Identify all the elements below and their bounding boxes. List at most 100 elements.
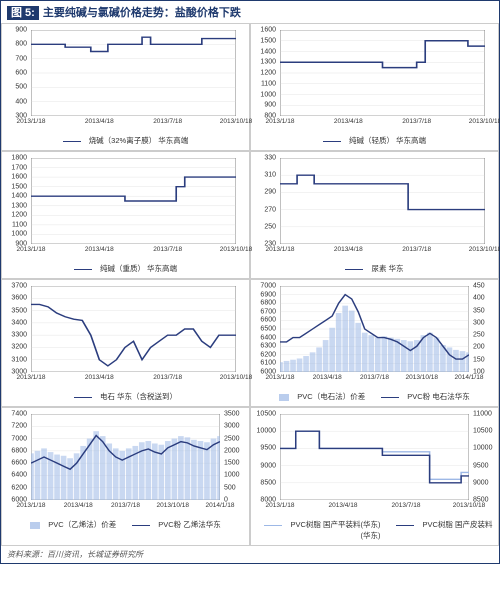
x-tick: 2014/1/18 [206,502,235,509]
y-tick: 6600 [11,460,27,467]
x-tick: 2013/10/18 [220,374,253,381]
y-tick: 270 [264,206,276,213]
chart-panel-6: 6000620064006600680070007200740005001000… [1,407,250,546]
y-tick: 6800 [11,447,27,454]
y2-tick: 2500 [224,435,240,442]
legend-label: 烧碱（32%离子膜） 华东高端 [89,136,189,145]
x-tick: 2013/7/18 [111,502,140,509]
y2-tick: 11000 [473,411,492,418]
y-tick: 1000 [260,91,276,98]
x-tick: 2013/4/18 [329,502,358,509]
x-tick: 2013/7/18 [153,246,182,253]
legend-label: PVC（乙烯法）价差 [48,520,116,529]
chart-panel-3: 2302502702903103302013/1/182013/4/182013… [250,151,499,279]
legend-label: 纯碱（重质） 华东高端 [100,264,177,273]
y-tick: 1600 [11,174,27,181]
legend: 纯碱（重质） 华东高端 [3,262,248,277]
y-tick: 9500 [260,445,276,452]
y-tick: 290 [264,189,276,196]
source-note: 资料来源：百川资讯，长城证券研究所 [1,546,499,563]
y-tick: 6900 [260,291,276,298]
y-tick: 1800 [11,155,27,162]
x-tick: 2013/1/18 [17,374,46,381]
x-tick: 2013/10/18 [220,118,253,125]
x-tick: 2013/4/18 [334,118,363,125]
figure-title-bar: 图 5:主要纯碱与氯碱价格走势：盐酸价格下跌 [1,1,499,23]
y-tick: 3300 [11,332,27,339]
x-tick: 2013/4/18 [313,374,342,381]
legend: PVC（乙烯法）价差PVC粉 乙烯法华东 [3,518,248,533]
y2-tick: 200 [473,344,485,351]
y-tick: 10500 [257,411,276,418]
y-tick: 1000 [11,231,27,238]
y-tick: 3600 [11,295,27,302]
y-tick: 3200 [11,344,27,351]
y-tick: 1400 [260,48,276,55]
y2-tick: 10000 [473,445,492,452]
y-tick: 7000 [11,435,27,442]
x-tick: 2014/1/18 [455,374,484,381]
x-tick: 2013/10/18 [469,246,500,253]
chart-panel-2: 9001000110012001300140015001600170018002… [1,151,250,279]
legend: 烧碱（32%离子膜） 华东高端 [3,134,248,149]
y-tick: 10000 [257,428,276,435]
legend-label: 尿素 华东 [371,264,403,273]
y-tick: 1200 [260,70,276,77]
y2-tick: 450 [473,283,485,290]
y-tick: 6200 [260,351,276,358]
y-tick: 6800 [260,300,276,307]
y2-tick: 9000 [473,479,489,486]
x-tick: 2013/7/18 [153,118,182,125]
y2-tick: 10500 [473,428,492,435]
legend-label: PVC（电石法）价差 [297,392,365,401]
x-tick: 2013/1/18 [17,502,46,509]
x-tick: 2013/1/18 [266,118,295,125]
y-tick: 1500 [260,37,276,44]
x-tick: 2013/10/18 [469,118,500,125]
y-tick: 6400 [11,472,27,479]
figure-number: 图 5: [7,6,39,20]
y-tick: 6600 [260,317,276,324]
chart-panel-4: 300031003200330034003500360037002013/1/1… [1,279,250,407]
x-tick: 2013/7/18 [402,246,431,253]
chart-panel-0: 3004005006007008009002013/1/182013/4/182… [1,23,250,151]
y-tick: 1100 [261,80,276,87]
x-tick: 2013/7/18 [392,502,421,509]
y-tick: 1300 [260,59,276,66]
y-tick: 1300 [11,202,27,209]
x-tick: 2013/4/18 [64,502,93,509]
y2-tick: 350 [473,307,485,314]
y-tick: 8500 [260,479,276,486]
y2-tick: 3500 [224,411,240,418]
y-tick: 600 [15,70,27,77]
x-tick: 2013/1/18 [17,246,46,253]
y-tick: 1100 [12,221,27,228]
y-tick: 1200 [11,212,27,219]
y-tick: 3100 [11,356,27,363]
legend-label: PVC树脂 国产平装料(华东) [290,520,380,529]
y2-tick: 400 [473,295,485,302]
legend: PVC（电石法）价差 PVC粉 电石法华东 [252,390,497,405]
y2-tick: 2000 [224,447,240,454]
x-tick: 2013/4/18 [85,246,114,253]
y-tick: 6300 [260,343,276,350]
y-tick: 400 [15,98,27,105]
legend-label: 纯碱（轻质） 华东高端 [349,136,426,145]
y-tick: 700 [15,55,27,62]
y-tick: 800 [15,41,27,48]
x-tick: 2013/10/18 [156,502,189,509]
y-tick: 6700 [260,308,276,315]
x-tick: 2013/10/18 [220,246,253,253]
x-tick: 2013/10/18 [405,374,438,381]
legend: 电石 华东（含税送到） [3,390,248,405]
y-tick: 500 [15,84,27,91]
y-tick: 900 [264,102,276,109]
x-tick: 2013/10/18 [453,502,486,509]
x-tick: 2013/1/18 [17,118,46,125]
y2-tick: 150 [473,356,485,363]
x-tick: 2013/7/18 [153,374,182,381]
y-tick: 1400 [11,193,27,200]
x-tick: 2013/4/18 [334,246,363,253]
legend-label: PVC粉 电石法华东 [407,392,470,401]
y2-tick: 1000 [224,472,240,479]
